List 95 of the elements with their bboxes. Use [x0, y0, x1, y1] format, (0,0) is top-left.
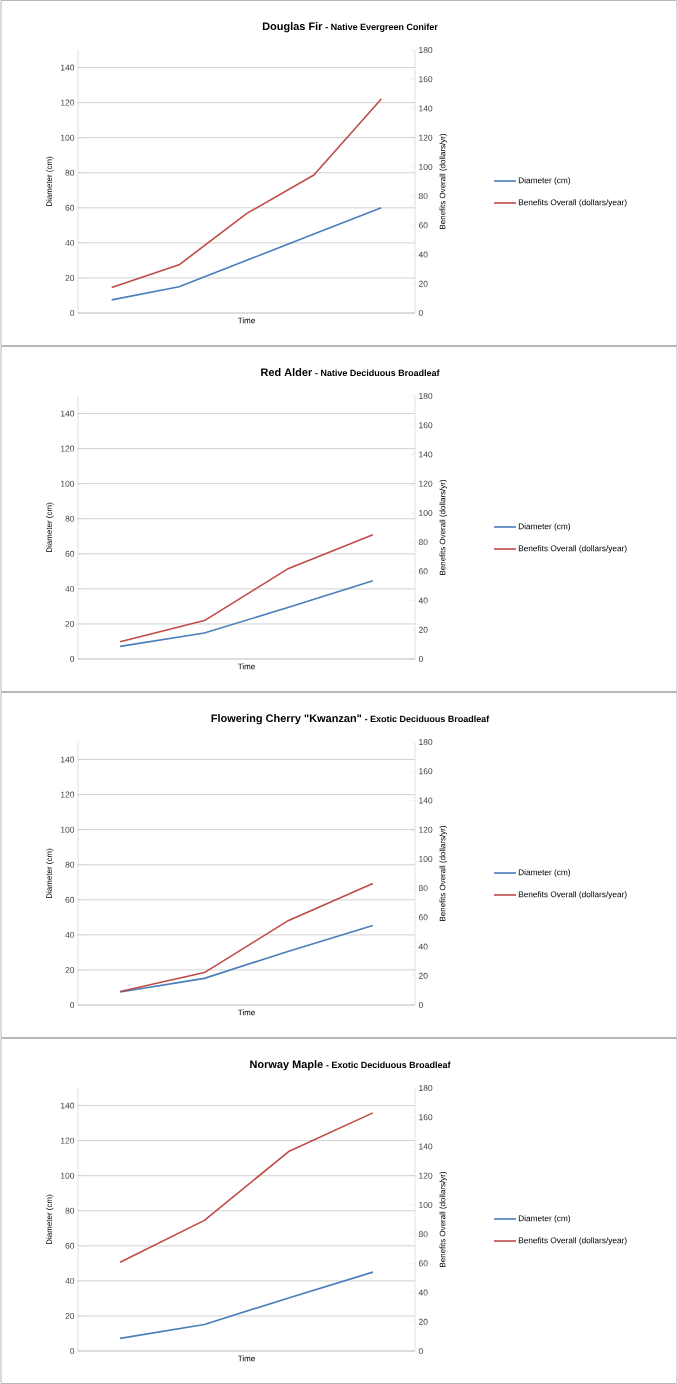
y2-tick-label: 140 [419, 105, 433, 112]
y2-tick-label: 180 [419, 393, 433, 400]
y-tick-label: 80 [65, 861, 75, 868]
legend-label: Diameter (cm) [518, 523, 571, 531]
y-tick-label: 60 [65, 204, 75, 211]
y-tick-label: 20 [65, 1312, 75, 1319]
y2-tick-label: 100 [419, 509, 433, 516]
legend-label: Benefits Overall (dollars/year) [518, 1237, 627, 1245]
y-tick-label: 140 [60, 410, 75, 417]
y2-tick-label: 140 [419, 797, 433, 804]
y-tick-label: 140 [60, 64, 75, 71]
y-tick-label: 120 [60, 791, 75, 798]
y2-tick-label: 40 [418, 251, 428, 258]
y2-tick-label: 100 [419, 855, 433, 862]
y-tick-label: 40 [65, 931, 75, 938]
line-series [119, 1112, 374, 1264]
legend-label: Benefits Overall (dollars/year) [518, 545, 627, 553]
line-series [119, 924, 374, 993]
line-series [119, 882, 374, 993]
y2-tick-label: 180 [419, 1085, 433, 1092]
y2-tick-label: 140 [419, 1143, 433, 1150]
y-tick-label: 120 [60, 99, 75, 106]
y-tick-label: 0 [70, 1002, 75, 1009]
line-series [119, 580, 374, 648]
chart-subtitle: - Native Deciduous Broadleaf [315, 369, 440, 377]
chart-title: Douglas Fir [262, 22, 323, 33]
y-tick-label: 140 [60, 756, 75, 763]
y2-tick-label: 160 [419, 422, 433, 429]
y-tick-label: 40 [65, 1277, 75, 1284]
y-tick-label: 120 [60, 445, 75, 452]
y2-tick-label: 0 [418, 1002, 423, 1009]
legend-label: Benefits Overall (dollars/year) [518, 199, 627, 207]
line-series [119, 533, 374, 643]
y-tick-label: 140 [60, 1102, 75, 1109]
y-tick-label: 100 [60, 826, 75, 833]
y-tick-label: 60 [65, 550, 75, 557]
y-tick-label: 0 [70, 656, 75, 663]
y-tick-label: 20 [65, 966, 75, 973]
y2-tick-label: 160 [419, 76, 433, 83]
y2-tick-label: 100 [419, 163, 433, 170]
y2-tick-label: 80 [418, 539, 428, 546]
y2-tick-label: 80 [418, 885, 428, 892]
y-tick-label: 60 [65, 896, 75, 903]
legend-label: Diameter (cm) [518, 1215, 571, 1223]
y2-tick-label: 140 [419, 451, 433, 458]
line-series [119, 1271, 374, 1340]
y2-tick-label: 100 [419, 1201, 433, 1208]
y2-tick-label: 0 [418, 310, 423, 317]
chart-subtitle: - Native Evergreen Conifer [325, 23, 438, 32]
y2-tick-label: 120 [419, 826, 433, 833]
y2-tick-label: 40 [418, 597, 428, 604]
y2-tick-label: 180 [419, 47, 433, 54]
chart-title: Red Alder [261, 368, 313, 377]
y2-tick-label: 40 [418, 943, 428, 950]
y-tick-label: 100 [60, 480, 75, 487]
y2-tick-label: 120 [419, 134, 433, 141]
y2-tick-label: 120 [419, 1172, 433, 1179]
y-tick-label: 0 [70, 310, 75, 317]
y2-tick-label: 160 [419, 768, 433, 775]
y2-tick-label: 40 [418, 1289, 428, 1296]
legend-label: Diameter (cm) [518, 869, 571, 877]
y2-tick-label: 0 [418, 1348, 423, 1355]
y-tick-label: 80 [65, 515, 75, 522]
y2-tick-label: 60 [418, 222, 428, 229]
chart-subtitle: - Exotic Deciduous Broadleaf [326, 1061, 451, 1069]
y-tick-label: 40 [65, 239, 75, 246]
y2-tick-label: 20 [418, 1318, 428, 1325]
legend-label: Benefits Overall (dollars/year) [518, 891, 627, 899]
y2-tick-label: 20 [418, 972, 428, 979]
y2-tick-label: 80 [418, 1231, 428, 1238]
y-tick-label: 100 [60, 134, 75, 141]
y2-tick-label: 120 [419, 480, 433, 487]
y2-tick-label: 60 [418, 1260, 428, 1267]
chart-title: Norway Maple [250, 1060, 323, 1071]
y-tick-label: 100 [60, 1172, 75, 1179]
chart-subtitle: - Exotic Deciduous Broadleaf [364, 715, 490, 723]
y-tick-label: 80 [65, 169, 75, 176]
line-series [110, 98, 383, 289]
y2-tick-label: 60 [418, 914, 428, 921]
legend-label: Diameter (cm) [518, 177, 571, 185]
y-tick-label: 60 [65, 1242, 75, 1249]
y-tick-label: 20 [65, 620, 75, 627]
y-tick-label: 20 [65, 274, 75, 281]
y2-tick-label: 20 [418, 626, 428, 633]
y-tick-label: 80 [65, 1207, 75, 1214]
y-tick-label: 0 [70, 1348, 75, 1355]
y2-tick-label: 20 [418, 280, 428, 287]
y2-tick-label: 60 [418, 568, 428, 575]
y2-tick-label: 180 [419, 739, 433, 746]
y2-tick-label: 0 [418, 656, 423, 663]
y-tick-label: 40 [65, 585, 75, 592]
y-tick-label: 120 [60, 1137, 75, 1144]
y2-tick-label: 80 [418, 193, 428, 200]
chart-title: Flowering Cherry "Kwanzan" [211, 714, 362, 725]
y2-tick-label: 160 [419, 1114, 433, 1121]
